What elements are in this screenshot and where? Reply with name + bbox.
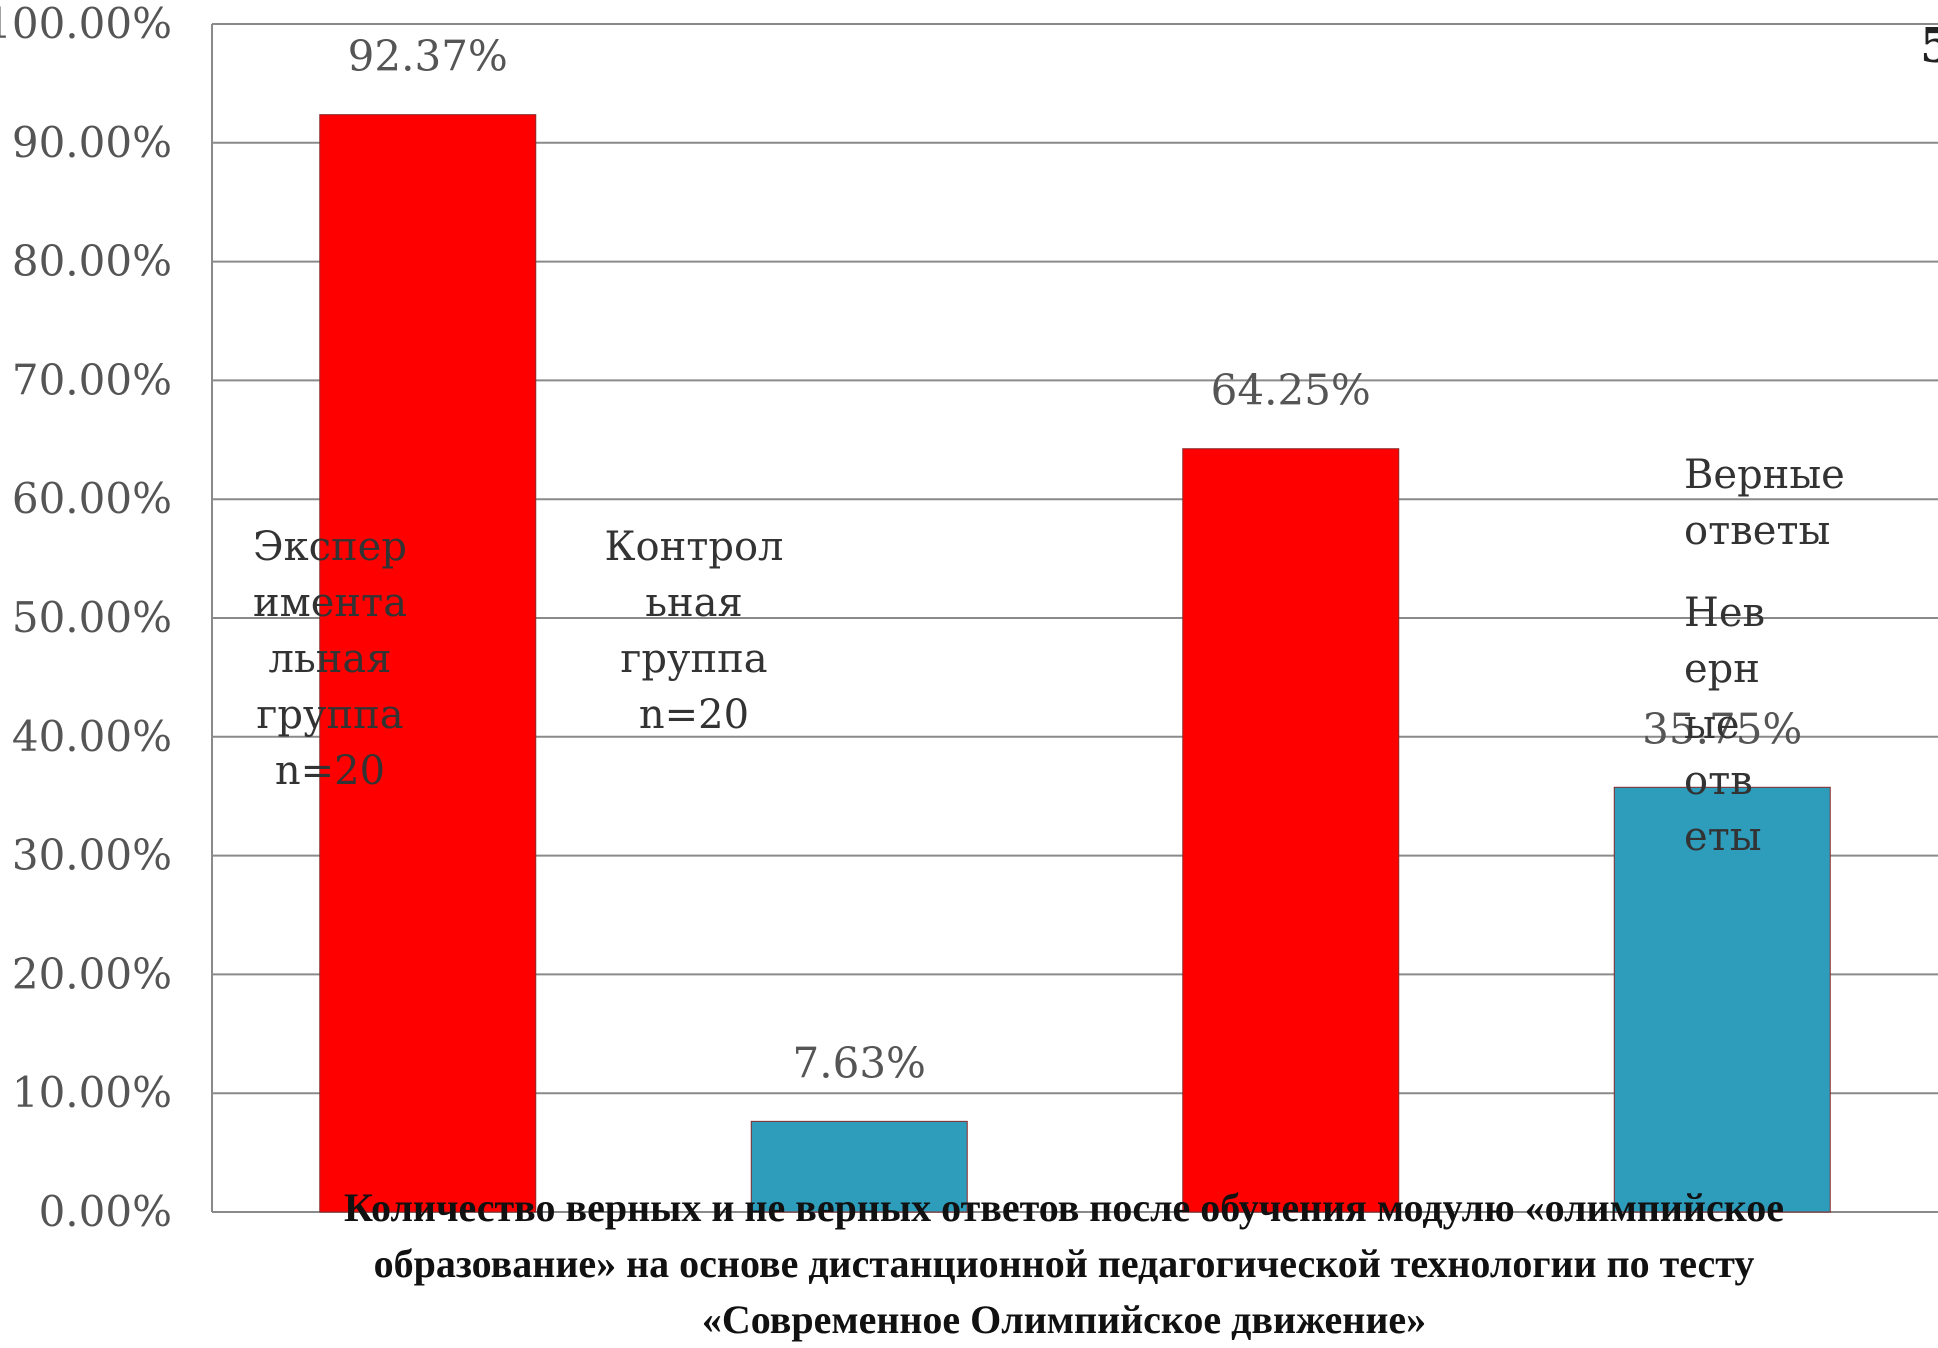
y-tick-label: 90.00% [12, 118, 172, 167]
y-tick-label: 50.00% [12, 593, 172, 642]
caption-line-2: образование» на основе дистанционной пед… [373, 1241, 1755, 1286]
chart-caption: Количество верных и не верных ответов по… [190, 1180, 1938, 1348]
bar [750, 1120, 968, 1213]
data-label: 7.63% [793, 1038, 926, 1087]
category-label: Контрол ьная группа n=20 [605, 524, 784, 738]
y-tick-label: 10.00% [12, 1068, 172, 1117]
y-tick-label: 60.00% [12, 474, 172, 523]
y-axis: 0.00% 10.00% 20.00% 30.00% 40.00% 50.00% 60.00… [0, 0, 213, 1236]
legend-entry: Нев ерн ые отв еты [1684, 590, 1765, 860]
caption-line-3: «Современное Олимпийское движение» [701, 1297, 1427, 1342]
y-tick-label: 70.00% [12, 355, 172, 404]
y-tick-label: 20.00% [12, 949, 172, 998]
bar [1613, 786, 1831, 1213]
bar [319, 114, 537, 1213]
data-label: 35.75% [1642, 704, 1802, 753]
data-label: 64.25% [1211, 366, 1371, 415]
legend: Верные ответы Нев ерн ые отв еты [1684, 452, 1845, 860]
data-label: 92.37% [348, 32, 508, 81]
category-labels: Экспер имента льная группа n=20 Контрол ьная гр… [253, 524, 784, 794]
bar [1182, 448, 1400, 1213]
legend-entry: Верные ответы [1684, 452, 1845, 554]
page-number: 5 [1920, 18, 1938, 74]
y-tick-label: 40.00% [12, 712, 172, 761]
caption-line-1: Количество верных и не верных ответов по… [343, 1185, 1785, 1230]
y-tick-label: 100.00% [0, 0, 172, 48]
y-tick-label: 80.00% [12, 237, 172, 286]
category-label: Экспер имента льная группа n=20 [253, 524, 407, 794]
y-tick-label: 30.00% [12, 831, 172, 880]
bars [319, 114, 1831, 1213]
data-labels: 92.37% 7.63% 64.25% 35.75% [348, 32, 1803, 1088]
y-tick-label: 0.00% [39, 1187, 172, 1236]
